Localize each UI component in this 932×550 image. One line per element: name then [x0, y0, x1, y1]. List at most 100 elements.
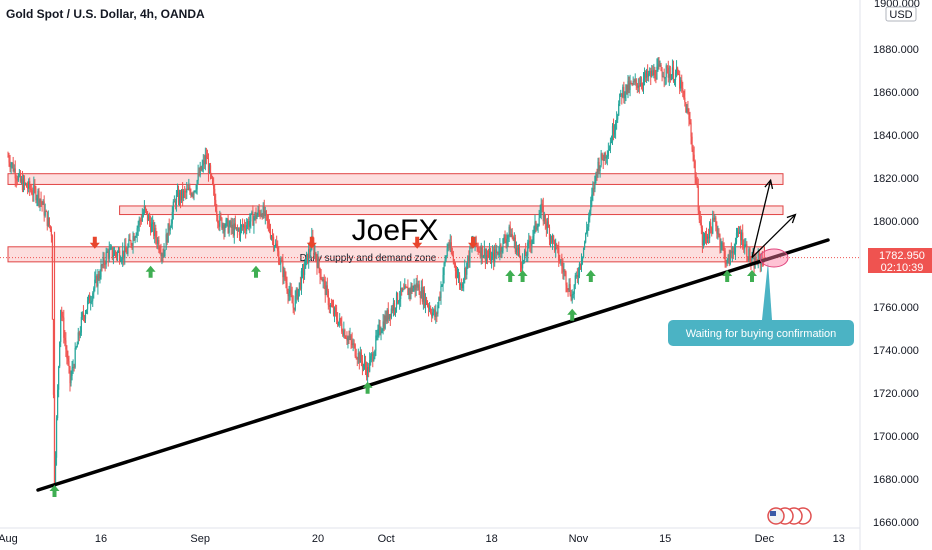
- candle-body: [686, 108, 688, 113]
- candle-body: [714, 217, 716, 220]
- candle-body: [658, 64, 660, 66]
- economic-event-flags[interactable]: [767, 507, 812, 525]
- candle-body: [509, 226, 511, 237]
- candle-body: [384, 315, 386, 329]
- candle-body: [555, 244, 557, 251]
- candle-body: [454, 263, 457, 271]
- candle-body: [372, 353, 374, 361]
- candle-body: [154, 228, 156, 236]
- candle-body: [732, 251, 734, 253]
- candle-body: [54, 457, 57, 485]
- candle-body: [324, 280, 326, 296]
- candle-body: [91, 300, 93, 302]
- candle-body: [749, 249, 751, 262]
- candle-body: [626, 84, 628, 93]
- candle-body: [607, 150, 609, 157]
- candle-body: [291, 295, 293, 304]
- time-tick-label: Oct: [378, 533, 395, 545]
- candle-body: [355, 356, 357, 359]
- candle-body: [381, 330, 383, 333]
- candle-body: [260, 214, 262, 217]
- candle-body: [566, 285, 568, 289]
- candle-body: [403, 289, 405, 291]
- candle-body: [385, 315, 387, 322]
- candle-body: [340, 318, 342, 324]
- candle-body: [541, 203, 543, 206]
- arrow-markers: [49, 236, 757, 497]
- candle-body: [254, 212, 256, 218]
- candle-body: [426, 304, 429, 306]
- candle-body: [164, 249, 166, 251]
- candle-body: [445, 256, 447, 260]
- up-arrow-shape: [747, 270, 757, 282]
- candle-body: [364, 361, 367, 369]
- candle-body: [99, 277, 101, 279]
- candle-body: [345, 337, 347, 339]
- candle-body: [243, 225, 245, 228]
- candle-body: [139, 219, 141, 221]
- candle-body: [262, 206, 264, 218]
- candle-body: [665, 65, 667, 78]
- candle-body: [209, 165, 212, 174]
- candle-body: [162, 254, 164, 258]
- candle-body: [589, 210, 591, 218]
- time-tick-label: Dec: [755, 533, 775, 545]
- candle-body: [635, 79, 637, 84]
- candle-body: [37, 190, 39, 199]
- candle-body: [77, 332, 79, 345]
- candle-body: [41, 201, 43, 205]
- candle-body: [64, 337, 66, 341]
- candle-body: [332, 306, 335, 315]
- candle-body: [398, 301, 400, 303]
- candle-body: [417, 284, 419, 288]
- candle-body: [554, 240, 556, 251]
- candle-body: [539, 212, 541, 218]
- candle-body: [538, 217, 540, 226]
- currency-badge[interactable]: [885, 6, 917, 22]
- candle-body: [225, 219, 227, 227]
- candle-body: [456, 275, 459, 277]
- candle-body: [357, 352, 359, 360]
- candle-body: [446, 248, 448, 257]
- candle-body: [656, 66, 658, 80]
- candle-body: [499, 244, 501, 254]
- candle-body: [144, 206, 147, 210]
- up-arrow-icon: [505, 270, 516, 282]
- candle-body: [655, 78, 657, 80]
- candle-body: [110, 247, 112, 249]
- up-arrow-shape: [585, 270, 596, 282]
- candle-body: [192, 193, 194, 195]
- candle-body: [136, 228, 138, 236]
- candle-body: [117, 250, 120, 253]
- candle-body: [58, 366, 60, 390]
- candle-body: [367, 366, 369, 377]
- candle-body: [230, 221, 232, 229]
- price-axis[interactable]: 1880.000 1860.000 1840.000 1820.000 1800.000…: [873, 44, 919, 529]
- candle-body: [271, 236, 274, 238]
- candle-body: [34, 184, 36, 189]
- candle-body: [233, 223, 235, 236]
- candle-body: [220, 215, 222, 219]
- candle-body: [297, 288, 299, 300]
- time-axis[interactable]: Aug 16 Sep 20 Oct 18 Nov 15 Dec 13: [0, 533, 845, 545]
- candle-body: [728, 255, 730, 265]
- candle-body: [603, 152, 605, 161]
- candle-body: [208, 165, 211, 174]
- candle-body: [281, 260, 283, 262]
- candle-body: [72, 366, 74, 368]
- price-tick-label: 1760.000: [873, 302, 919, 314]
- candle-body: [95, 276, 97, 280]
- candle-body: [504, 237, 506, 242]
- candle-body: [537, 225, 539, 228]
- candle-body: [350, 336, 352, 341]
- candle-body: [21, 178, 24, 191]
- down-arrow-shape: [412, 236, 423, 249]
- candle-body: [438, 297, 440, 306]
- candle-body: [207, 158, 210, 174]
- down-arrow-icon: [89, 236, 100, 249]
- candle-body: [343, 329, 345, 336]
- current-price-value: 1782.950: [879, 250, 925, 262]
- candle-body: [574, 275, 576, 285]
- candle-body: [370, 356, 372, 361]
- candle-body: [611, 126, 614, 142]
